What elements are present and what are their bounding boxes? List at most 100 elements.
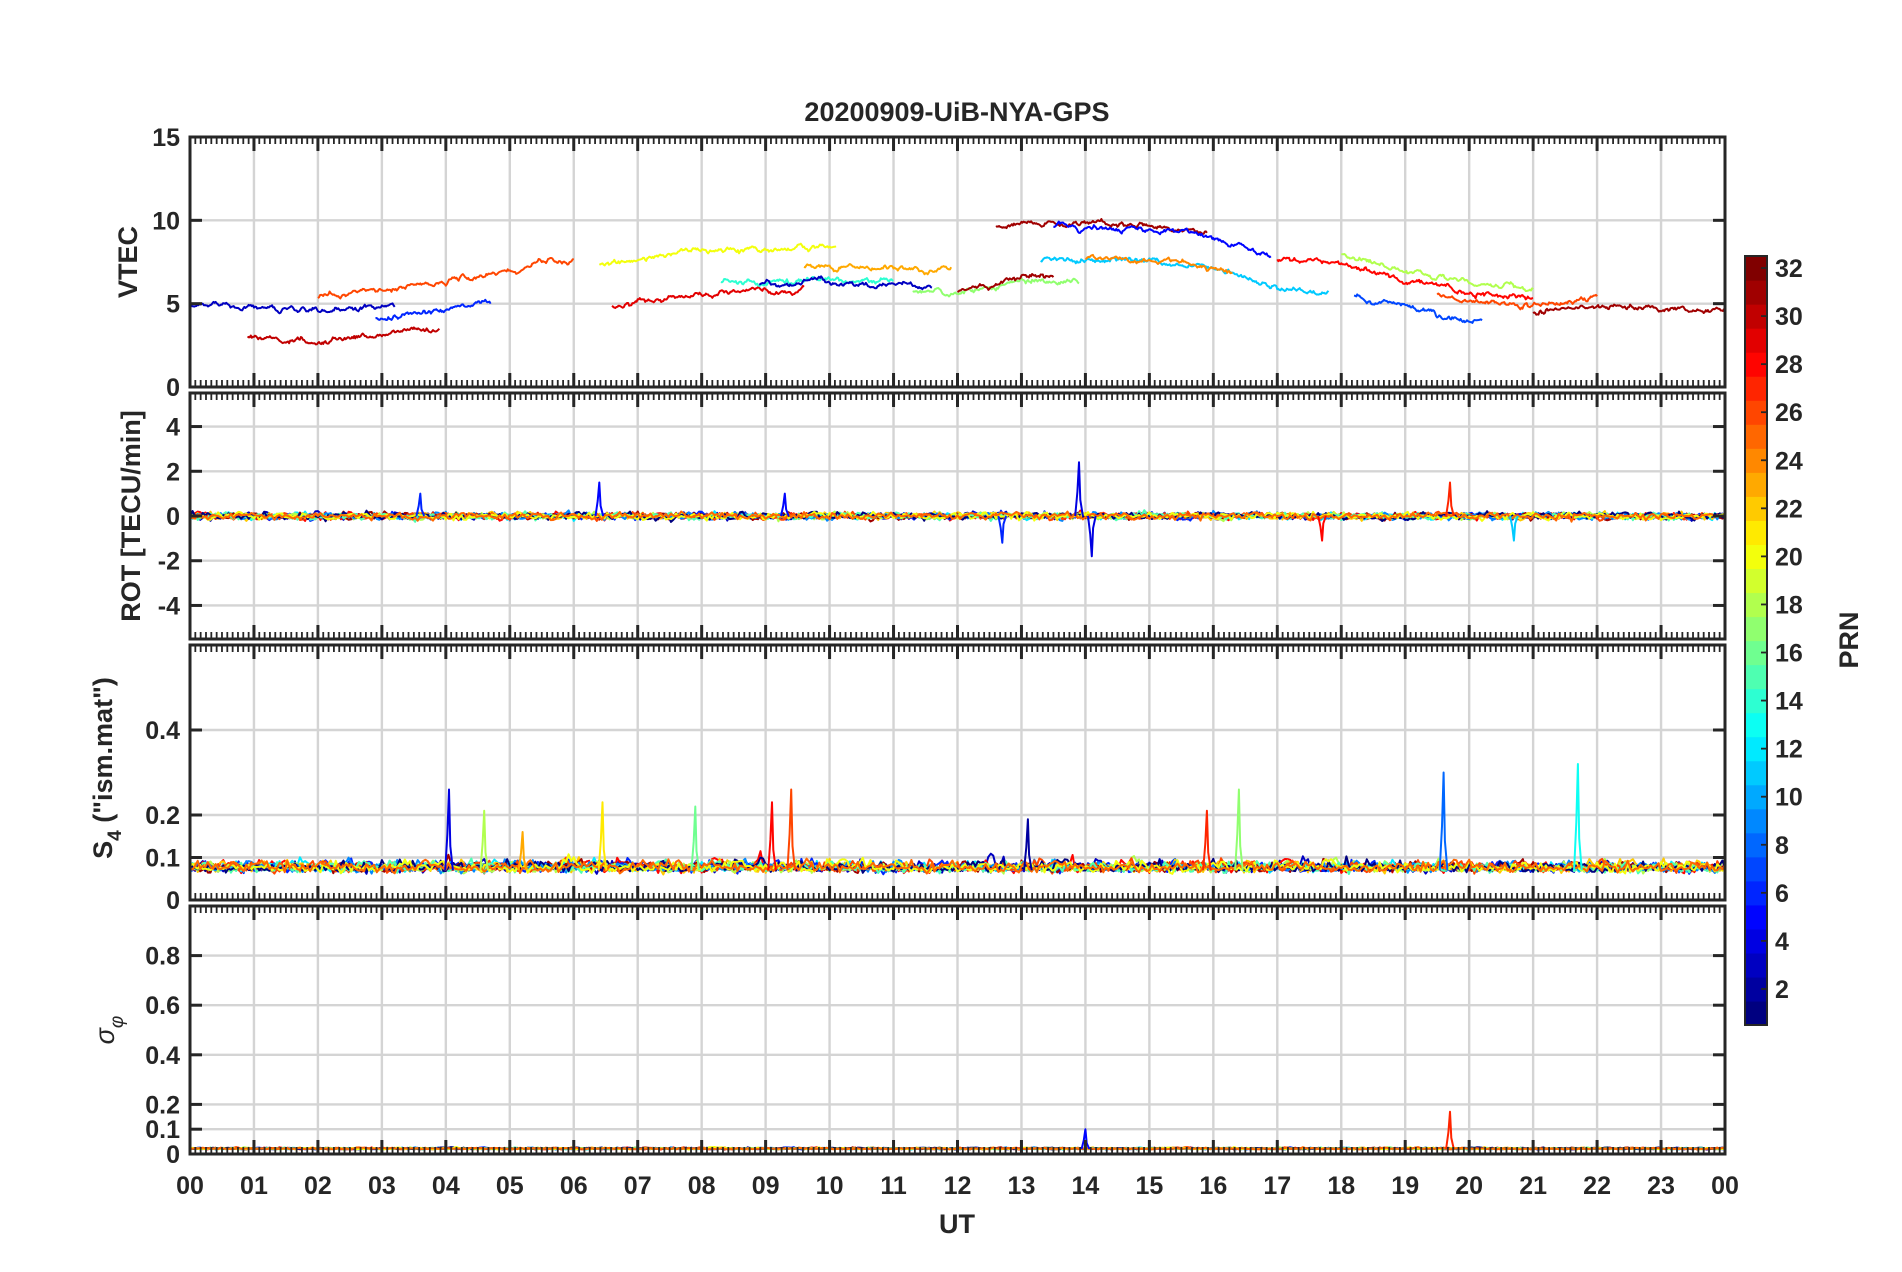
x-tick-label: 14 [1072,1172,1100,1200]
vtec-traces [190,218,1725,346]
colorbar-frame [1744,255,1768,1026]
vtec-trace-prn-23 [803,263,952,276]
colorbar-cell-prn-29 [1745,328,1767,353]
colorbar-cell-prn-19 [1745,568,1767,594]
colorbar-cell-prn-17 [1745,616,1767,642]
sigma-phi-y-tick-label: 0.6 [145,992,180,1020]
vtec-trace-prn-11 [1040,256,1330,296]
colorbar-cells [1745,256,1767,1026]
x-tick-label: 00 [176,1172,204,1200]
rot-trace-prn-25 [190,510,1725,523]
colorbar-cell-prn-11 [1745,760,1767,786]
colorbar-cell-prn-3 [1745,952,1767,978]
colorbar-cell-prn-28 [1745,352,1767,377]
panel-rot: -4 -2 0 2 4 ROT [TECU/min] [116,391,1727,641]
colorbar-tick-label: 18 [1775,591,1803,619]
rot-peak-prn-11 [1509,515,1519,542]
x-tick-label: 16 [1199,1172,1227,1200]
panel-sigma-phi: 00.10.2 0.4 0.6 0.8 σφ [90,904,1727,1169]
x-tick-label: 04 [432,1172,460,1200]
x-tick-label: 00 [1711,1172,1739,1200]
vtec-trace-prn-3 [190,300,396,315]
s4-y-tick-label: 0.4 [145,717,180,745]
sigma-phi-y-tick-label: 0.1 [145,1116,180,1144]
x-tick-labels: 00 01 02 03 04 05 06 07 08 09 10 11 12 13 14 15 16 17 18 19… [176,1172,1739,1200]
x-tick-label: 11 [880,1172,907,1200]
s4-y-tick-label: 0 [166,887,180,915]
vtec-trace-prn-28 [1276,256,1534,301]
s4-peak-prn-23 [517,831,528,871]
x-tick-label: 03 [368,1172,396,1200]
colorbar-cell-prn-2 [1745,976,1767,1002]
rot-peak-prn-5 [780,492,790,517]
colorbar-cell-prn-22 [1745,496,1767,521]
panel-s4: 0 0.1 0.2 0.4 S4 ("ism.mat") [88,643,1727,915]
vtec-trace-prn-31 [1532,303,1725,316]
colorbar-cell-prn-21 [1745,520,1767,545]
x-tick-label: 09 [752,1172,780,1200]
colorbar-cell-prn-4 [1745,928,1767,954]
vtec-trace-prn-14 [720,276,894,288]
vtec-trace-prn-6 [375,298,492,321]
vtec-y-tick-labels: 0 5 10 15 [152,124,180,402]
vtec-trace-prn-20 [599,242,837,267]
vtec-y-tick-label: 15 [152,124,180,152]
x-tick-label: 06 [560,1172,588,1200]
colorbar-tick-label: 10 [1775,784,1803,812]
rot-y-tick-label: 4 [166,414,180,442]
colorbar-cell-prn-16 [1745,640,1767,666]
s4-y-tick-label: 0.1 [145,845,180,873]
vtec-trace-prn-29 [611,284,805,309]
s4-y-tick-labels: 0 0.1 0.2 0.4 [145,717,180,915]
vtec-axes-frame [188,135,1727,389]
colorbar-tick-label: 6 [1775,880,1789,908]
sigma-phi-y-tick-label: 0.8 [145,943,180,971]
s4-peak-prn-17 [1234,788,1244,871]
chart-title: 20200909-UiB-NYA-GPS [804,97,1109,127]
vtec-trace-prn-3 [758,275,933,291]
x-tick-label: 05 [496,1172,524,1200]
vtec-y-axis-label: VTEC [113,226,143,298]
colorbar-cell-prn-13 [1745,712,1767,738]
x-tick-label: 21 [1519,1172,1547,1200]
colorbar-tick-label: 12 [1775,736,1803,764]
sigma-phi-y-tick-label: 0.4 [145,1042,180,1070]
s4-peak-prn-28 [767,801,777,871]
colorbar-cell-prn-6 [1745,880,1767,906]
vtec-y-tick-label: 5 [166,291,180,319]
colorbar-cell-prn-32 [1745,256,1767,281]
rot-peak-prn-28 [1317,515,1327,542]
x-tick-label: 10 [816,1172,844,1200]
rot-peak-prn-4 [1087,515,1097,558]
x-tick-label: 13 [1008,1172,1036,1200]
colorbar-cell-prn-14 [1745,688,1767,714]
vtec-trace-prn-26 [1436,292,1598,311]
colorbar-cell-prn-18 [1745,592,1767,618]
x-tick-label: 20 [1455,1172,1483,1200]
colorbar-tick-label: 14 [1775,688,1803,716]
colorbar-tick-label: 26 [1775,399,1803,427]
x-tick-label: 23 [1647,1172,1675,1200]
colorbar-cell-prn-23 [1745,472,1767,497]
sigma-phi-y-tick-labels: 00.10.2 0.4 0.6 0.8 [145,943,180,1169]
x-axis-label: UT [939,1209,975,1239]
colorbar-tick-label: 32 [1775,255,1803,283]
s4-traces [190,763,1725,876]
colorbar-cell-prn-5 [1745,904,1767,930]
x-tick-label: 12 [944,1172,972,1200]
rot-trace-prn-20 [190,510,1725,522]
sigma-phi-grid [190,906,1725,1154]
x-tick-label: 19 [1391,1172,1419,1200]
sigma-phi-y-tick-label: 0 [166,1141,180,1169]
vtec-trace-prn-30 [246,326,441,346]
x-tick-label: 01 [240,1172,268,1200]
sigma-phi-axes-frame [188,904,1727,1156]
vtec-y-tick-label: 0 [166,374,180,402]
colorbar-tick-label: 30 [1775,303,1803,331]
rot-peak-prn-27 [1445,481,1455,517]
rot-y-tick-labels: -4 -2 0 2 4 [158,414,180,621]
x-tick-label: 02 [304,1172,332,1200]
s4-peak-prn-27 [1202,809,1212,871]
